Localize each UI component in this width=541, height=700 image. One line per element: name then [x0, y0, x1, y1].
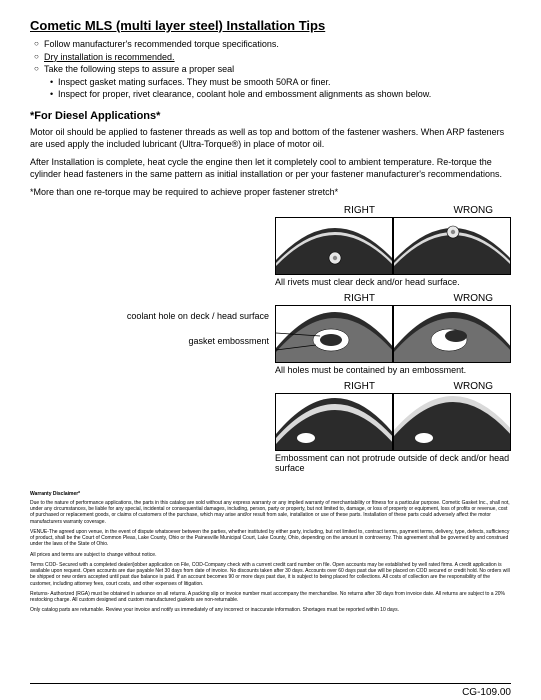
- label-wrong: WRONG: [393, 381, 511, 392]
- emboss-wrong-panel: [393, 393, 511, 451]
- diagram-block-emboss: RIGHT WRONG Embossment can not protrude …: [30, 381, 511, 479]
- diesel-heading: *For Diesel Applications*: [30, 110, 511, 122]
- label-right: RIGHT: [275, 381, 393, 392]
- label-right: RIGHT: [275, 205, 393, 216]
- sub-bullet-item: Inspect for proper, rivet clearance, coo…: [50, 88, 511, 100]
- callout-embossment: gasket embossment: [30, 336, 269, 348]
- fineprint-para: All prices and terms are subject to chan…: [30, 552, 511, 558]
- fineprint-para: Terms COD- Secured with a completed deal…: [30, 562, 511, 587]
- main-bullets: Follow manufacturer's recommended torque…: [30, 38, 511, 76]
- footer-rule: [30, 683, 511, 684]
- diagram-block-rivets: RIGHT WRONG All rivets: [30, 205, 511, 293]
- bullet-item: Dry installation is recommended.: [34, 51, 511, 64]
- label-wrong: WRONG: [393, 205, 511, 216]
- sub-bullets: Inspect gasket mating surfaces. They mus…: [30, 76, 511, 100]
- page-code: CG-109.00: [462, 687, 511, 698]
- caption-holes: All holes must be contained by an emboss…: [275, 365, 511, 375]
- fineprint-para: Only catalog parts are returnable. Revie…: [30, 607, 511, 613]
- fineprint-para: Returns- Authorized (RGA) must be obtain…: [30, 591, 511, 604]
- holes-right-panel: [275, 305, 393, 363]
- diesel-para-2: After Installation is complete, heat cyc…: [30, 156, 511, 180]
- callout-coolant: coolant hole on deck / head surface: [30, 311, 269, 323]
- page-title: Cometic MLS (multi layer steel) Installa…: [30, 18, 511, 33]
- caption-emboss: Embossment can not protrude outside of d…: [275, 453, 511, 473]
- rivet-right-panel: [275, 217, 393, 275]
- holes-wrong-panel: [393, 305, 511, 363]
- emboss-right-panel: [275, 393, 393, 451]
- fineprint-head: Warranty Disclaimer*: [30, 491, 511, 497]
- retorque-note: *More than one re-torque may be required…: [30, 187, 511, 197]
- fineprint-para: VENUE-The agreed upon venue, in the even…: [30, 529, 511, 548]
- sub-bullet-item: Inspect gasket mating surfaces. They mus…: [50, 76, 511, 88]
- bullet-item: Follow manufacturer's recommended torque…: [34, 38, 511, 51]
- diesel-para-1: Motor oil should be applied to fastener …: [30, 126, 511, 150]
- diagram-block-holes: coolant hole on deck / head surface gask…: [30, 293, 511, 381]
- bullet-item: Take the following steps to assure a pro…: [34, 63, 511, 76]
- label-right: RIGHT: [275, 293, 393, 304]
- label-wrong: WRONG: [393, 293, 511, 304]
- caption-rivets: All rivets must clear deck and/or head s…: [275, 277, 511, 287]
- rivet-wrong-panel: [393, 217, 511, 275]
- warranty-fineprint: Warranty Disclaimer* Due to the nature o…: [30, 491, 511, 614]
- fineprint-para: Due to the nature of performance applica…: [30, 500, 511, 525]
